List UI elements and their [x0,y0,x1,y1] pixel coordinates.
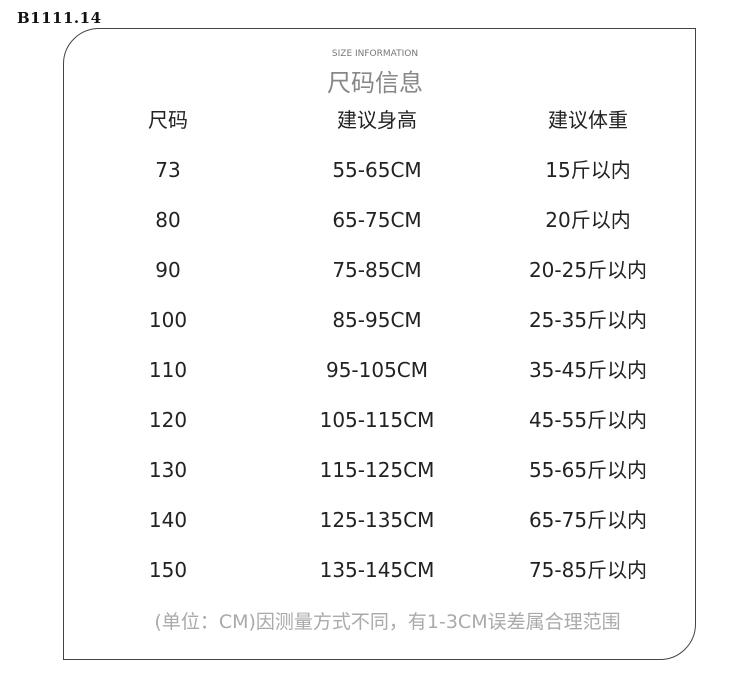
measurement-note: (单位：CM)因测量方式不同，有1-3CM误差属合理范围 [154,611,621,633]
size-cell: 100 [148,308,188,332]
height-cell: 105-115CM [319,408,435,432]
size-cell: 140 [148,508,188,532]
height-cell: 95-105CM [325,358,429,382]
height-cell: 55-65CM [332,158,422,182]
table-row: 80 65-75CM 20斤以内 [0,205,750,235]
product-code: B1111.14 [17,9,102,27]
size-cell: 110 [148,358,188,382]
weight-cell: 20斤以内 [545,208,631,232]
weight-cell: 建议体重 [548,108,628,132]
weight-cell: 25-35斤以内 [528,308,648,332]
size-cell: 73 [155,158,181,182]
height-cell: 135-145CM [319,558,435,582]
height-cell: 65-75CM [332,208,422,232]
size-cell: 尺码 [148,108,188,132]
size-cell: 80 [155,208,181,232]
weight-cell: 20-25斤以内 [528,258,648,282]
table-row: 100 85-95CM 25-35斤以内 [0,305,750,335]
height-cell: 75-85CM [332,258,422,282]
table-row: 120 105-115CM 45-55斤以内 [0,405,750,435]
weight-cell: 65-75斤以内 [528,508,648,532]
weight-cell: 55-65斤以内 [528,458,648,482]
height-cell: 85-95CM [332,308,422,332]
size-chart-frame [63,28,696,660]
table-row: 150 135-145CM 75-85斤以内 [0,555,750,585]
table-row: 73 55-65CM 15斤以内 [0,155,750,185]
chart-title: 尺码信息 [327,69,423,97]
height-cell: 115-125CM [319,458,435,482]
size-cell: 130 [148,458,188,482]
height-cell: 建议身高 [337,108,417,132]
size-cell: 150 [148,558,188,582]
table-row: 110 95-105CM 35-45斤以内 [0,355,750,385]
subtitle: SIZE INFORMATION [331,49,419,59]
weight-cell: 15斤以内 [545,158,631,182]
height-cell: 125-135CM [319,508,435,532]
table-row: 140 125-135CM 65-75斤以内 [0,505,750,535]
table-row: 90 75-85CM 20-25斤以内 [0,255,750,285]
weight-cell: 35-45斤以内 [528,358,648,382]
size-cell: 120 [148,408,188,432]
weight-cell: 75-85斤以内 [528,558,648,582]
weight-cell: 45-55斤以内 [528,408,648,432]
size-cell: 90 [155,258,181,282]
table-row: 130 115-125CM 55-65斤以内 [0,455,750,485]
table-header: 尺码 建议身高 建议体重 [0,105,750,135]
